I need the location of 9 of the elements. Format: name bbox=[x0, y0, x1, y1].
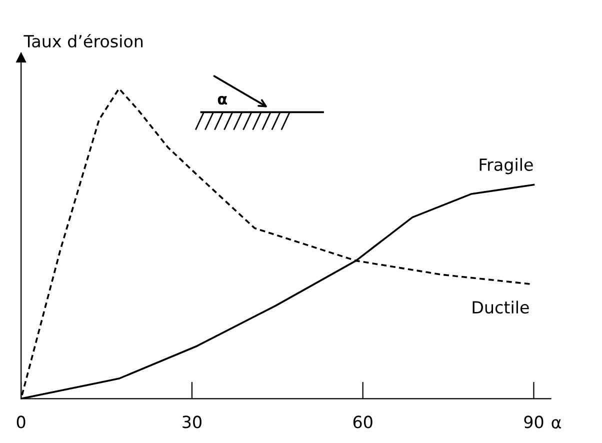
x-tick-label: 90 bbox=[524, 416, 544, 428]
y-axis-title: Taux d’érosion bbox=[24, 34, 143, 48]
series-label: Ductile bbox=[472, 300, 529, 314]
annotation: α bbox=[218, 96, 227, 105]
x-tick-label: 30 bbox=[182, 416, 202, 428]
series-label: Fragile bbox=[480, 158, 533, 174]
x-tick-label: 0 bbox=[16, 416, 26, 428]
x-axis-title: α bbox=[552, 419, 562, 429]
x-tick-label: 60 bbox=[353, 416, 372, 428]
